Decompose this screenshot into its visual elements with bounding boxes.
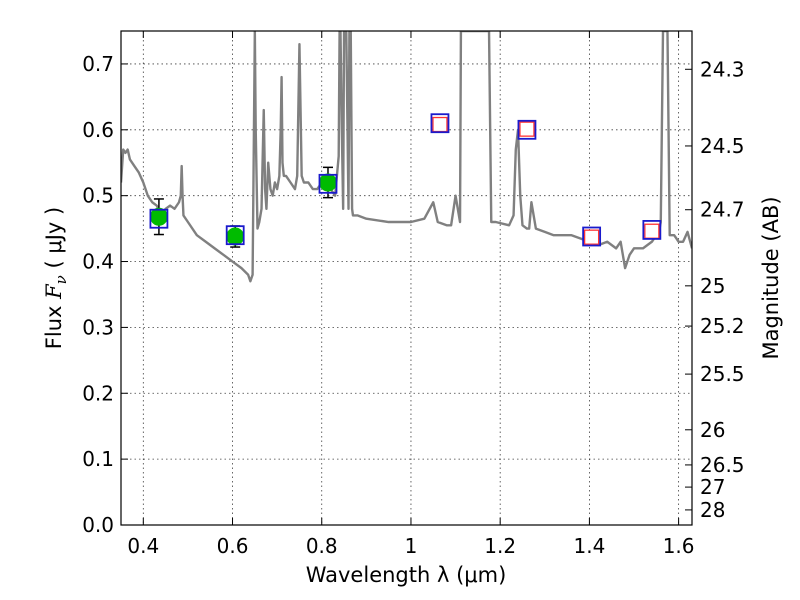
y-tick-label: 0.3 <box>82 315 114 339</box>
y-label-subscript: ν <box>52 275 70 284</box>
magnitude-tick-label: 26.5 <box>700 453 745 477</box>
magnitude-tick-label: 25 <box>700 274 725 298</box>
observed-flux-point <box>226 227 245 246</box>
y-tick-label: 0.6 <box>82 118 114 142</box>
grid-lines <box>121 31 692 526</box>
y-label-prefix: Flux <box>42 299 66 349</box>
magnitude-tick-label: 27 <box>700 475 725 499</box>
tick-labels: 0.4 0.6 0.8 1 1.2 1.4 1.6 0.0 0.1 0.2 0.3 0.4 0.5 0.6… <box>82 52 744 558</box>
y-tick-label: 0.4 <box>82 250 114 274</box>
axis-ticks <box>121 31 692 526</box>
upper-limit-marker <box>519 121 535 137</box>
x-tick-label: 1 <box>405 534 418 558</box>
magnitude-tick-label: 26 <box>700 418 725 442</box>
secondary-y-axis-label: Magnitude (AB) <box>759 196 783 359</box>
y-tick-label: 0.2 <box>82 381 114 405</box>
x-tick-label: 1.4 <box>573 534 605 558</box>
x-tick-label: 0.6 <box>217 534 249 558</box>
y-axis-label: Flux Fν ( μJy ) <box>42 207 70 349</box>
upper-limit-marker <box>432 116 448 133</box>
model-spectrum-line <box>121 31 692 283</box>
model-band-flux-marker <box>318 173 338 194</box>
y-label-suffix: ( μJy ) <box>42 207 66 275</box>
model-band-flux-marker <box>642 220 662 240</box>
model-band-flux-marker <box>225 225 245 246</box>
y-tick-label: 0.0 <box>82 513 114 537</box>
observed-flux-point <box>318 173 337 192</box>
model-band-flux-marker <box>582 226 602 247</box>
upper-limit-marker <box>583 229 600 245</box>
magnitude-tick-label: 25.2 <box>700 314 745 338</box>
y-tick-label: 0.7 <box>82 52 114 76</box>
x-tick-label: 0.4 <box>127 534 159 558</box>
model-band-flux-marker <box>517 119 537 140</box>
magnitude-tick-label: 24.7 <box>700 198 745 222</box>
y-label-symbol: F <box>42 283 66 300</box>
model-band-flux-marker <box>149 208 169 229</box>
model-band-flux-marker <box>430 113 450 134</box>
magnitude-tick-label: 24.5 <box>700 134 745 158</box>
x-tick-label: 1.2 <box>484 534 516 558</box>
y-tick-label: 0.5 <box>82 184 114 208</box>
x-tick-label: 0.8 <box>306 534 338 558</box>
y-tick-label: 0.1 <box>82 447 114 471</box>
photometry-markers <box>149 113 662 248</box>
magnitude-tick-label: 24.3 <box>700 57 745 81</box>
upper-limit-marker <box>644 223 660 239</box>
plot-frame <box>120 30 693 526</box>
magnitude-tick-label: 25.5 <box>700 362 745 386</box>
observed-flux-point <box>149 207 168 226</box>
x-axis-label: Wavelength λ (μm) <box>306 563 507 587</box>
magnitude-tick-label: 28 <box>700 498 725 522</box>
x-tick-label: 1.6 <box>663 534 695 558</box>
